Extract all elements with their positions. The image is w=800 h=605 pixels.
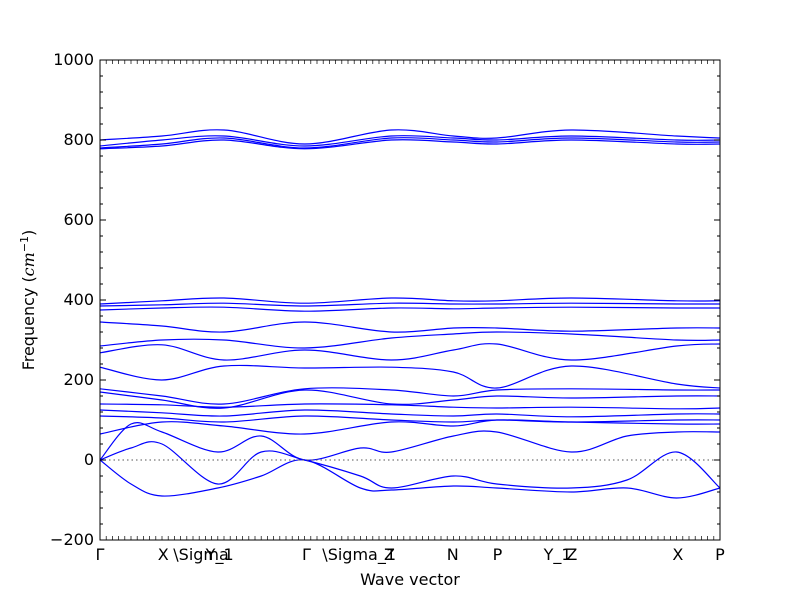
y-tick-label: −200 [50,530,94,549]
x-tick-label: Y_1 [543,545,572,565]
band-line-15 [100,415,720,423]
x-tick-label: X [672,545,683,564]
x-axis-label: Wave vector [360,570,460,589]
y-axis-label-unit: cm [19,252,38,276]
band-line-16 [100,419,720,435]
x-tick-label: Z [384,545,395,564]
band-line-6 [100,306,720,312]
x-tick-label: P [493,545,503,564]
y-tick-label: 0 [84,450,94,469]
y-tick-label: 600 [63,210,94,229]
x-tick-label: \Sigma_1 [322,545,396,565]
y-tick-label: 400 [63,290,94,309]
band-line-18 [100,441,720,489]
band-line-4 [100,297,720,305]
y-axis: −200 0 200 400 600 800 1000 [50,50,720,549]
bands-group [100,129,720,499]
y-tick-label: 200 [63,370,94,389]
x-tick-label: X [158,545,169,564]
band-line-1 [100,135,720,147]
band-line-11 [100,387,720,405]
band-line-10 [100,364,720,389]
y-tick-label: 1000 [53,50,94,69]
y-tick-label: 800 [63,130,94,149]
y-axis-label-text: Frequency ( [19,276,38,370]
band-line-8 [100,331,720,349]
band-line-17 [100,422,720,461]
x-tick-label: P [715,545,725,564]
band-line-5 [100,302,720,307]
band-line-7 [100,321,720,333]
band-line-0 [100,129,720,145]
x-tick-label: Y_1 [205,545,234,565]
band-line-9 [100,343,720,361]
y-axis-label-close: ) [19,230,38,236]
band-line-14 [100,409,720,418]
x-tick-label: N [447,545,459,564]
x-tick-label: Γ [302,545,311,564]
x-tick-label: \Sigma [173,545,229,564]
y-axis-label: Frequency (cm−1) [18,230,39,371]
x-tick-label: Z [566,545,577,564]
band-line-3 [100,139,720,150]
band-line-13 [100,403,720,410]
y-axis-label-exponent: −1 [18,236,31,252]
band-line-2 [100,137,720,149]
band-line-19 [100,459,720,499]
x-tick-label: Γ [96,545,105,564]
